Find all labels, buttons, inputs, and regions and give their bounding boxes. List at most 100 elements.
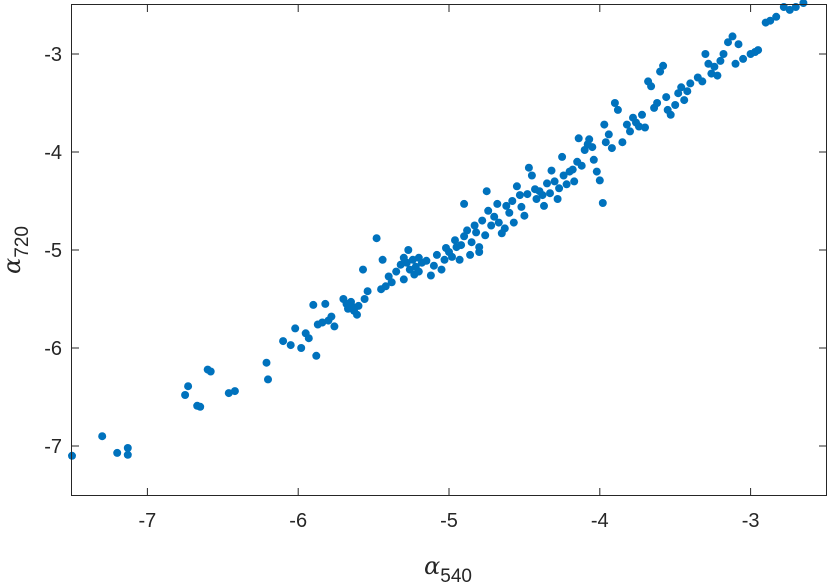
- data-point: [558, 152, 567, 161]
- data-point: [500, 224, 509, 233]
- data-point: [460, 199, 469, 208]
- x-tick-label: -4: [591, 510, 609, 532]
- y-tick-label: -4: [44, 142, 62, 164]
- data-point: [592, 167, 601, 176]
- data-point: [432, 250, 441, 259]
- data-point: [460, 232, 469, 241]
- plot-area-frame: [71, 4, 827, 496]
- data-point: [481, 231, 490, 240]
- data-point: [540, 201, 548, 210]
- data-point: [772, 12, 781, 21]
- data-point: [618, 138, 627, 147]
- data-point: [785, 5, 794, 14]
- data-point: [704, 59, 713, 68]
- data-point: [448, 252, 456, 261]
- data-point: [716, 56, 725, 65]
- data-point: [363, 287, 372, 296]
- y-tick-label: -6: [44, 338, 62, 360]
- data-point: [484, 206, 493, 215]
- data-point: [666, 110, 675, 119]
- data-point: [559, 171, 568, 180]
- data-point: [604, 130, 613, 139]
- data-point: [600, 120, 609, 129]
- data-point: [731, 59, 740, 68]
- data-point: [635, 122, 643, 131]
- data-point: [613, 105, 622, 114]
- data-point: [478, 216, 487, 225]
- data-point: [701, 50, 710, 58]
- data-point: [224, 389, 233, 398]
- data-point: [312, 351, 321, 360]
- data-point: [291, 324, 300, 333]
- data-point: [230, 387, 239, 396]
- data-point: [555, 184, 564, 193]
- data-point: [123, 444, 132, 452]
- x-axis-label: α540: [424, 552, 472, 584]
- data-point: [309, 300, 318, 309]
- data-point: [318, 318, 327, 327]
- data-point: [728, 32, 737, 41]
- data-point: [359, 265, 367, 274]
- data-point: [440, 255, 449, 264]
- data-point: [577, 161, 586, 170]
- data-point: [515, 191, 524, 200]
- data-point: [671, 101, 680, 109]
- data-point: [562, 180, 571, 189]
- data-point: [467, 238, 476, 247]
- data-point: [321, 299, 330, 308]
- data-point: [463, 226, 472, 235]
- data-point: [512, 182, 521, 191]
- data-point: [264, 375, 272, 384]
- data-point: [659, 61, 668, 70]
- data-point: [279, 337, 288, 346]
- data-point: [588, 143, 597, 152]
- data-point: [354, 301, 363, 310]
- data-point: [184, 382, 193, 391]
- data-point: [494, 218, 503, 227]
- data-point: [505, 208, 514, 217]
- data-point: [710, 62, 719, 71]
- data-point: [517, 202, 526, 211]
- data-point: [414, 267, 423, 276]
- data-point: [426, 271, 435, 280]
- data-point: [353, 310, 361, 319]
- y-tick-label: -7: [44, 436, 62, 458]
- data-point: [553, 195, 562, 203]
- data-point: [523, 190, 532, 199]
- x-tick-label: -7: [139, 510, 157, 532]
- data-point: [538, 191, 547, 200]
- data-point: [196, 402, 205, 411]
- data-point: [598, 199, 607, 207]
- data-point: [396, 260, 405, 269]
- data-point: [509, 218, 518, 227]
- data-point: [547, 166, 556, 175]
- y-axis-label-symbol: α: [0, 258, 26, 274]
- data-point: [455, 255, 464, 264]
- data-point: [622, 120, 631, 129]
- data-point: [98, 432, 107, 441]
- data-point: [799, 0, 808, 7]
- x-tick-labels: -7 -6 -5 -4 -3: [139, 510, 760, 532]
- data-point: [372, 234, 381, 243]
- data-point: [527, 171, 536, 180]
- data-point: [490, 212, 499, 221]
- data-point: [360, 295, 369, 303]
- data-point: [570, 177, 579, 186]
- data-point: [638, 110, 646, 119]
- y-tick-label: -3: [44, 44, 62, 66]
- data-point: [378, 255, 387, 264]
- data-point: [683, 87, 692, 96]
- data-point: [543, 179, 551, 188]
- data-point: [327, 312, 336, 321]
- data-point: [304, 334, 313, 343]
- data-point: [610, 99, 619, 107]
- data-point: [422, 256, 431, 265]
- data-point: [508, 197, 517, 205]
- data-point: [402, 258, 411, 267]
- data-point: [520, 211, 529, 220]
- data-point: [475, 243, 484, 252]
- data-point: [181, 391, 190, 399]
- data-point: [574, 134, 583, 143]
- data-point: [595, 176, 604, 185]
- data-point: [607, 144, 616, 153]
